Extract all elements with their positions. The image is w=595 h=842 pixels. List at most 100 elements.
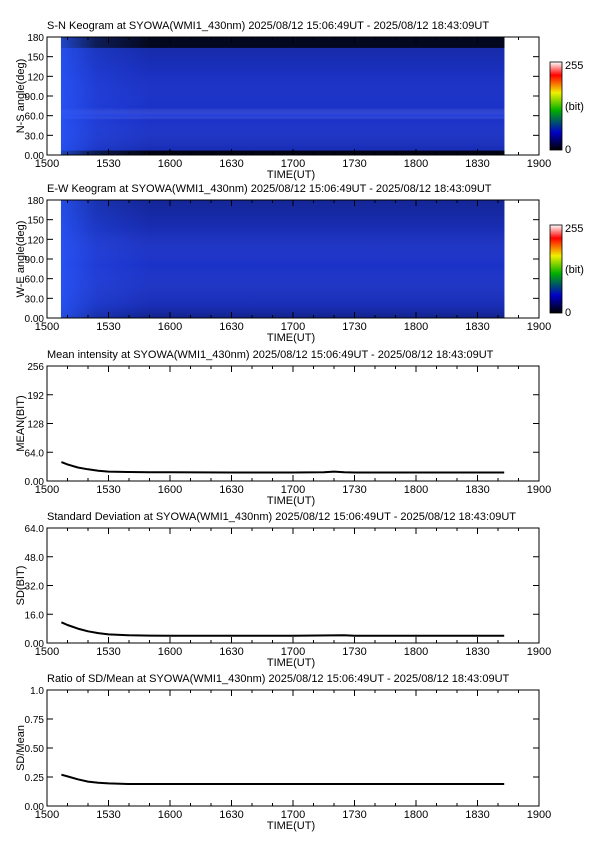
y-tick-label: 0.00 bbox=[25, 314, 45, 325]
x-tick-label: 1600 bbox=[158, 484, 182, 496]
chart-panel-2: E-W Keogram at SYOWA(WMI1_430nm) 2025/08… bbox=[15, 183, 584, 344]
x-tick-label: 1700 bbox=[281, 484, 305, 496]
y-tick-label: 32.0 bbox=[25, 582, 45, 593]
x-tick-label: 1730 bbox=[342, 321, 366, 333]
x-tick-label: 1900 bbox=[527, 321, 551, 333]
colorbar bbox=[549, 61, 563, 151]
x-tick-label: 1730 bbox=[342, 484, 366, 496]
chart-title: S-N Keogram at SYOWA(WMI1_430nm) 2025/08… bbox=[47, 20, 489, 32]
y-tick-label: 120 bbox=[27, 72, 44, 83]
y-axis-label: N-S angle(deg) bbox=[15, 59, 27, 134]
y-axis-label: SD/Mean bbox=[15, 725, 27, 771]
y-tick-label: 180 bbox=[27, 33, 44, 44]
colorbar-max-label: 255 bbox=[565, 60, 583, 72]
x-tick-label: 1800 bbox=[404, 321, 428, 333]
x-tick-label: 1530 bbox=[96, 321, 120, 333]
x-tick-label: 1800 bbox=[404, 809, 428, 821]
x-tick-label: 1830 bbox=[465, 321, 489, 333]
x-tick-label: 1730 bbox=[342, 158, 366, 170]
y-tick-label: 16.0 bbox=[25, 610, 45, 621]
y-tick-label: 256 bbox=[27, 362, 44, 373]
colorbar-unit-label: (bit) bbox=[565, 264, 584, 276]
y-tick-label: 0.50 bbox=[25, 744, 45, 755]
x-tick-label: 1500 bbox=[35, 484, 59, 496]
series-line bbox=[60, 621, 505, 637]
x-tick-label: 1630 bbox=[219, 158, 243, 170]
y-tick-label: 192 bbox=[27, 391, 44, 402]
y-tick-label: 0.25 bbox=[25, 773, 45, 784]
chart-panel-5: Ratio of SD/Mean at SYOWA(WMI1_430nm) 20… bbox=[15, 673, 551, 832]
x-tick-label: 1900 bbox=[527, 809, 551, 821]
y-axis-label: W-E angle(deg) bbox=[15, 221, 27, 298]
chart-panel-3: Mean intensity at SYOWA(WMI1_430nm) 2025… bbox=[15, 349, 551, 507]
y-axis-label: SD(BIT) bbox=[15, 566, 27, 606]
y-tick-label: 120 bbox=[27, 235, 44, 246]
x-tick-label: 1900 bbox=[527, 646, 551, 658]
y-tick-label: 1.0 bbox=[30, 686, 44, 697]
y-tick-label: 64.0 bbox=[25, 524, 45, 535]
x-tick-label: 1630 bbox=[219, 484, 243, 496]
plot-frame bbox=[46, 527, 540, 644]
colorbar-min-label: 0 bbox=[565, 144, 571, 156]
panels: S-N Keogram at SYOWA(WMI1_430nm) 2025/08… bbox=[15, 20, 584, 832]
x-tick-label: 1630 bbox=[219, 321, 243, 333]
x-tick-label: 1500 bbox=[35, 646, 59, 658]
x-tick-label: 1600 bbox=[158, 158, 182, 170]
keogram-start-glow bbox=[60, 200, 505, 318]
chart-panel-1: S-N Keogram at SYOWA(WMI1_430nm) 2025/08… bbox=[15, 20, 584, 181]
y-tick-label: 0.00 bbox=[25, 477, 45, 488]
x-tick-label: 1530 bbox=[96, 158, 120, 170]
x-tick-label: 1600 bbox=[158, 321, 182, 333]
x-tick-label: 1830 bbox=[465, 484, 489, 496]
x-axis-label: TIME(UT) bbox=[267, 169, 315, 181]
x-tick-label: 1800 bbox=[404, 158, 428, 170]
y-tick-label: 0.00 bbox=[25, 802, 45, 813]
x-tick-label: 1600 bbox=[158, 646, 182, 658]
y-tick-label: 180 bbox=[27, 196, 44, 207]
x-tick-label: 1900 bbox=[527, 158, 551, 170]
colorbar-min-label: 0 bbox=[565, 307, 571, 319]
plot-frame bbox=[46, 365, 540, 482]
y-tick-label: 0.00 bbox=[25, 639, 45, 650]
x-tick-label: 1630 bbox=[219, 646, 243, 658]
y-tick-label: 60.0 bbox=[25, 112, 45, 123]
x-tick-label: 1630 bbox=[219, 809, 243, 821]
x-tick-label: 1500 bbox=[35, 809, 59, 821]
y-tick-label: 150 bbox=[27, 216, 44, 227]
y-tick-label: 90.0 bbox=[25, 92, 45, 103]
chart-title: Ratio of SD/Mean at SYOWA(WMI1_430nm) 20… bbox=[47, 673, 510, 685]
chart-title: E-W Keogram at SYOWA(WMI1_430nm) 2025/08… bbox=[47, 183, 492, 195]
x-tick-label: 1600 bbox=[158, 809, 182, 821]
y-tick-label: 64.0 bbox=[25, 448, 45, 459]
x-tick-label: 1730 bbox=[342, 646, 366, 658]
colorbar bbox=[549, 224, 563, 314]
x-tick-label: 1700 bbox=[281, 809, 305, 821]
x-tick-label: 1700 bbox=[281, 158, 305, 170]
chart-title: Standard Deviation at SYOWA(WMI1_430nm) … bbox=[47, 511, 516, 523]
y-tick-label: 90.0 bbox=[25, 255, 45, 266]
x-tick-label: 1700 bbox=[281, 646, 305, 658]
x-tick-label: 1900 bbox=[527, 484, 551, 496]
colorbar-unit-label: (bit) bbox=[565, 101, 584, 113]
x-tick-label: 1800 bbox=[404, 484, 428, 496]
y-tick-label: 30.0 bbox=[25, 294, 45, 305]
y-tick-label: 0.75 bbox=[25, 715, 45, 726]
x-tick-label: 1700 bbox=[281, 321, 305, 333]
x-tick-label: 1530 bbox=[96, 809, 120, 821]
keogram-start-glow bbox=[60, 37, 505, 155]
x-tick-label: 1830 bbox=[465, 158, 489, 170]
x-axis-label: TIME(UT) bbox=[267, 820, 315, 832]
y-tick-label: 128 bbox=[27, 420, 44, 431]
x-axis-label: TIME(UT) bbox=[267, 657, 315, 669]
x-tick-label: 1500 bbox=[35, 158, 59, 170]
y-tick-label: 60.0 bbox=[25, 275, 45, 286]
y-tick-label: 150 bbox=[27, 53, 44, 64]
y-tick-label: 0.00 bbox=[25, 151, 45, 162]
chart-title: Mean intensity at SYOWA(WMI1_430nm) 2025… bbox=[47, 349, 494, 361]
y-axis-label: MEAN(BIT) bbox=[15, 395, 27, 451]
chart-panel-4: Standard Deviation at SYOWA(WMI1_430nm) … bbox=[15, 511, 551, 669]
x-axis-label: TIME(UT) bbox=[267, 495, 315, 507]
plot-frame bbox=[46, 689, 540, 807]
x-tick-label: 1830 bbox=[465, 809, 489, 821]
